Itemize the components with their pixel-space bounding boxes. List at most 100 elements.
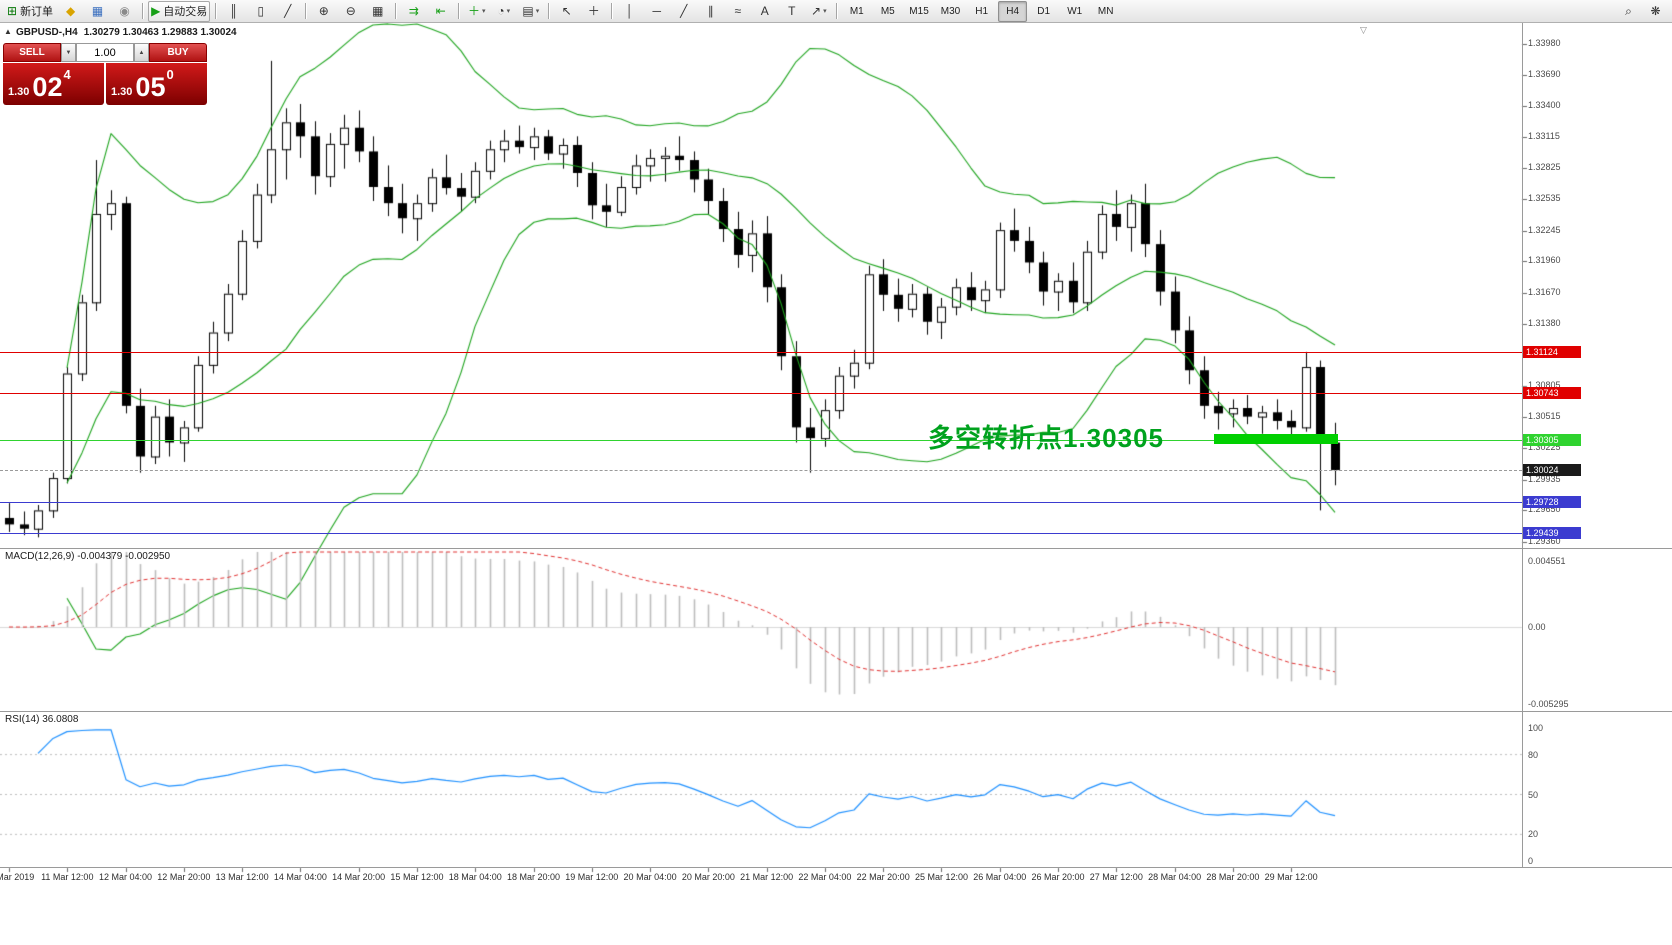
price-axis-label: 1.33400 xyxy=(1528,100,1561,111)
crosshair-icon: ＋ xyxy=(587,4,600,18)
price-axis-label: 1.30515 xyxy=(1528,411,1561,422)
text-label-button[interactable]: T xyxy=(779,1,804,22)
price-axis-label: 1.31960 xyxy=(1528,255,1561,266)
crosshair-button[interactable]: ＋ xyxy=(581,1,606,22)
candlestick-chart-button[interactable]: ▯ xyxy=(248,1,273,22)
autotrading-play-icon: ▶ xyxy=(151,4,161,18)
bar-chart-button[interactable]: ║ xyxy=(221,1,246,22)
new-order-button-label: 新订单 xyxy=(20,6,54,18)
time-label: 19 Mar 12:00 xyxy=(565,872,619,882)
zoom-out-button[interactable]: ⊖ xyxy=(338,1,363,22)
price-axis-label: 1.31380 xyxy=(1528,317,1561,328)
chart-title: GBPUSD-,H4 1.30279 1.30463 1.29883 1.3002… xyxy=(16,27,243,38)
macd-axis-label: -0.005295 xyxy=(1528,698,1569,709)
new-chart-icon: ◆ xyxy=(65,4,76,18)
community-icon: ❋ xyxy=(1650,4,1661,18)
timeframe-m30[interactable]: M30 xyxy=(940,5,961,17)
price-axis-label: 1.29650 xyxy=(1528,504,1561,515)
horizontal-line-1.30305[interactable] xyxy=(0,440,1522,441)
chart-shift-marker[interactable]: ▽ xyxy=(1360,25,1367,35)
annotation-highlight-bar[interactable] xyxy=(1214,434,1338,444)
timeframe-d1[interactable]: D1 xyxy=(1037,5,1051,17)
sell-price-button[interactable]: 1.30 02 4 xyxy=(3,63,104,105)
tile-windows-icon: ▦ xyxy=(372,4,384,18)
timeframe-m5[interactable]: M5 xyxy=(880,5,895,17)
time-label: 14 Mar 04:00 xyxy=(273,872,327,882)
time-axis-separator xyxy=(0,867,1672,868)
one-click-collapse-toggle[interactable]: ▲ xyxy=(4,27,12,36)
time-label: 11 Mar 12:00 xyxy=(41,872,94,882)
zoom-in-button[interactable]: ⊕ xyxy=(311,1,336,22)
timeframe-w1[interactable]: W1 xyxy=(1067,5,1083,17)
text-button[interactable]: A xyxy=(752,1,777,22)
volume-input[interactable] xyxy=(76,43,134,62)
annotation-text[interactable]: 多空转折点1.30305 xyxy=(928,423,1164,453)
auto-scroll-button[interactable]: ⇉ xyxy=(401,1,426,22)
horizontal-line-1.31124[interactable] xyxy=(0,352,1522,353)
time-label: 15 Mar 12:00 xyxy=(390,872,444,882)
alerts-icon: ◉ xyxy=(119,4,130,18)
new-chart-button[interactable]: ◆ xyxy=(58,1,83,22)
volume-up-button[interactable]: ▲ xyxy=(134,43,149,62)
buy-price-button[interactable]: 1.30 05 0 xyxy=(106,63,207,105)
time-label: 25 Mar 12:00 xyxy=(914,872,968,882)
sell-button[interactable]: SELL xyxy=(3,43,61,62)
horizontal-line-1.30743[interactable] xyxy=(0,393,1522,394)
timeframe-m15[interactable]: M15 xyxy=(909,5,929,17)
indicators-button[interactable]: ＋ ▾ xyxy=(464,1,489,22)
time-label: 20 Mar 20:00 xyxy=(681,872,735,882)
profiles-button[interactable]: ▦ xyxy=(85,1,110,22)
line-chart-button[interactable]: ╱ xyxy=(275,1,300,22)
time-label: 12 Mar 20:00 xyxy=(157,872,211,882)
pane-separator-macd[interactable] xyxy=(0,548,1672,549)
alerts-button[interactable]: ◉ xyxy=(112,1,137,22)
pane-separator-rsi[interactable] xyxy=(0,711,1672,712)
price-axis-label: 1.30805 xyxy=(1528,379,1561,390)
time-label: 20 Mar 04:00 xyxy=(623,872,677,882)
zoom-out-icon: ⊖ xyxy=(345,4,356,18)
price-axis-label: 1.32825 xyxy=(1528,162,1561,173)
horizontal-line-button[interactable]: ─ xyxy=(644,1,669,22)
volume-down-button[interactable]: ▼ xyxy=(61,43,76,62)
caret-down-icon: ▼ xyxy=(65,49,72,56)
community-button[interactable]: ❋ xyxy=(1643,1,1668,22)
search-button[interactable]: ⌕ xyxy=(1616,1,1641,22)
macd-axis-label: 0.004551 xyxy=(1528,556,1566,566)
autotrading-button[interactable]: ▶ 自动交易 xyxy=(148,0,211,22)
equidistant-channel-button[interactable]: ∥ xyxy=(698,1,723,22)
buy-button[interactable]: BUY xyxy=(149,43,207,62)
chart-shift-button[interactable]: ⇤ xyxy=(428,1,453,22)
horizontal-line-1.29728[interactable] xyxy=(0,502,1522,503)
templates-button[interactable]: ▤ ▾ xyxy=(518,1,543,22)
price-axis-label: 1.32245 xyxy=(1528,224,1561,235)
text-label-icon: T xyxy=(788,4,796,18)
toolbar-separator xyxy=(395,3,397,19)
timeframe-h1[interactable]: H1 xyxy=(975,5,989,17)
horizontal-line-1.29439[interactable] xyxy=(0,533,1522,534)
time-label: 26 Mar 04:00 xyxy=(973,872,1027,882)
arrow-icon: ↗ xyxy=(811,4,822,18)
cursor-button[interactable]: ↖ xyxy=(554,1,579,22)
toolbar-separator xyxy=(215,3,217,19)
trendline-button[interactable]: ╱ xyxy=(671,1,696,22)
fibonacci-button[interactable]: ≈ xyxy=(725,1,750,22)
timeframe-h4[interactable]: H4 xyxy=(998,0,1028,22)
vertical-line-button[interactable]: │ xyxy=(617,1,642,22)
price-axis-label: 1.33690 xyxy=(1528,68,1561,79)
time-axis[interactable]: 10 Mar 2019 11 Mar 12:00 12 Mar 04:00 12 Ma… xyxy=(0,868,1672,890)
rsi-axis-label: 20 xyxy=(1528,829,1539,840)
price-level-tag: 1.30743 xyxy=(1523,387,1581,399)
time-label: 13 Mar 12:00 xyxy=(215,872,269,882)
price-level-tag: 1.31124 xyxy=(1523,346,1581,358)
timeframe-mn[interactable]: MN xyxy=(1097,5,1114,17)
timeframe-m1[interactable]: M1 xyxy=(849,5,864,17)
arrows-button[interactable]: ↗ ▾ xyxy=(806,1,831,22)
periods-button[interactable]: ◔ ▾ xyxy=(491,1,516,22)
time-label: 26 Mar 20:00 xyxy=(1031,872,1085,882)
toolbar: ⊞ 新订单 ◆ ▦ ◉ ▶ 自动交易 ║ ▯ ╱ ⊕ ⊖ ▦ ⇉ ⇤ ＋ ▾ ◔ ▾ ▤ ▾ ↖ ＋ │ ─ ╱ ∥ ≈ A T ↗ ▾ M1 M… xyxy=(0,0,1672,23)
new-order-button[interactable]: ⊞ 新订单 xyxy=(4,1,56,22)
tile-windows-button[interactable]: ▦ xyxy=(365,1,390,22)
caret-down-icon: ▾ xyxy=(535,8,540,15)
